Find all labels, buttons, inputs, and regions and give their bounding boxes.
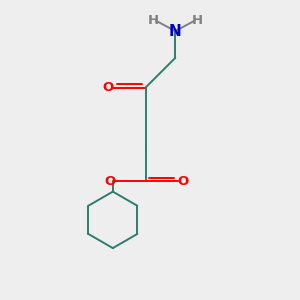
Text: O: O	[103, 81, 114, 94]
Text: O: O	[104, 175, 116, 188]
Text: O: O	[177, 175, 188, 188]
Text: H: H	[147, 14, 158, 27]
Text: H: H	[192, 14, 203, 27]
Text: N: N	[169, 24, 182, 39]
